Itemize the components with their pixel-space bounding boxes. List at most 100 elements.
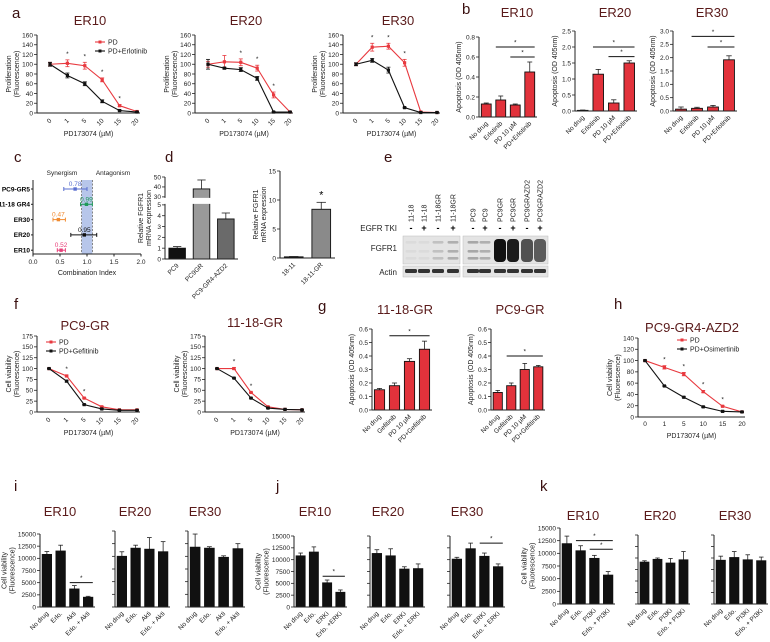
y-tick-label: 2500 [22,592,37,599]
actin-band [534,269,546,273]
y-tick-label: 0.0 [660,108,669,115]
chart-title: ER20 [644,508,677,523]
y-tick-label: 80 [627,369,635,376]
y-tick-label: 0 [630,414,634,421]
data-point [48,62,52,66]
x-tick-label: 5 [81,117,89,125]
data-point [370,45,374,49]
y-axis-label-line: Cell viability [2,552,9,589]
bar-PC9-GR4-AZD2 [217,218,235,260]
data-point [100,407,104,411]
lane-label: 11-18 [409,205,416,222]
fgfr1-band [405,241,417,244]
bar-Erlo. [652,558,663,605]
bar-No drug [295,555,306,608]
x-tick-label: 10 [398,117,408,127]
x-tick-label: 10 [261,416,271,426]
x-tick-label: Erlo. [303,610,318,625]
data-point [232,376,236,380]
data-point [239,60,243,64]
bar-ERKi [399,568,410,608]
lane-label: PC9GRAZD2 [538,180,545,222]
y-axis-label-line: (Fluorescence) [14,51,21,98]
chart-title: ER30 [189,504,222,519]
fgfr1-band [432,241,444,244]
significance-star: * [593,533,596,540]
actin-band [479,269,491,273]
series-line-PD [207,61,291,113]
x-tick-label: 10 [251,117,261,127]
tki-sign: - [526,223,529,233]
x-tick-label: 0.0 [28,259,37,266]
fgfr1-band [447,241,459,244]
panel-label-j: j [275,478,279,495]
y-axis-label: Cell viability(Fluorescence) [174,351,189,398]
x-axis-label: PD173074 (µM) [219,131,269,138]
y-axis-label-line: Relative FGFR1 [138,193,145,243]
bar-No drug [715,559,726,605]
x-tick-label: 5 [80,416,88,424]
series-line-PD [49,62,138,113]
y-tick-label: 140 [22,42,33,49]
y-axis-label-line: (Fluorescence) [264,548,271,595]
data-point [65,73,69,78]
data-point [300,408,304,412]
bar-PD 10 µM [608,102,620,112]
lane-label: PC9GR [511,198,518,222]
actin-band [432,269,444,273]
data-point [222,60,226,64]
fgfr1-band [432,257,444,260]
y-tick-label: 20 [627,403,635,410]
x-tick-label: 20 [130,416,140,426]
y-tick-label: 160 [22,32,33,39]
x-tick-label: 18-11-GR [300,261,325,286]
significance-star: * [521,50,524,57]
legend-marker [680,338,684,342]
data-point [435,110,439,115]
y-axis-label-line: (Fluorescence) [530,543,537,590]
chart-title: ER30 [451,504,484,519]
western-blot: EGFR TKIFGFR1Actin11-18-11-18+11-18GR-11… [360,180,549,278]
y-tick-label: 25 [26,398,34,405]
actin-band [521,269,533,273]
data-point [65,379,69,383]
y-axis-label-line: Cell viability [256,553,263,590]
data-point [721,409,725,413]
y-tick-label: 0.0 [562,108,571,115]
y-tick-label: 2500 [276,592,291,599]
y-axis-label-line: (Fluorescence) [320,51,327,98]
panel-label-c: c [14,149,22,166]
data-point [255,66,259,70]
significance-star: * [332,569,335,576]
significance-star: * [490,536,493,543]
bar-Erlo. [385,555,396,608]
y-tick-label: 160 [180,32,191,39]
y-axis-label: Apoptosis (OD 405nm) [349,334,356,405]
tki-sign: + [482,223,487,233]
y-tick-label: 0.5 [660,95,669,102]
y-tick-label: 40 [184,91,192,98]
ci-value: 0.52 [55,242,68,249]
y-tick-label: 80 [184,71,192,78]
bar-No drug [492,392,503,411]
x-tick-label: 15 [719,421,727,428]
bar-Erlo. +ERKi [335,591,346,608]
y-tick-label: 5 [157,202,161,209]
ci-point [56,217,61,222]
x-tick-label: 1 [63,416,71,424]
fgfr1-band [447,250,459,253]
ci-value: 0.95 [78,227,91,234]
series-line-PD+Erlotinib [49,63,138,113]
bar-Gefitinib [506,385,517,411]
y-tick-label: 30 [154,194,162,201]
chart-title: ER20 [230,13,263,28]
data-point [83,82,87,86]
significance-star: * [721,397,724,404]
fgfr1-band [418,257,430,260]
y-tick-label: 0 [552,601,556,608]
y-tick-label: 100 [22,366,33,373]
ci-point [73,187,77,191]
